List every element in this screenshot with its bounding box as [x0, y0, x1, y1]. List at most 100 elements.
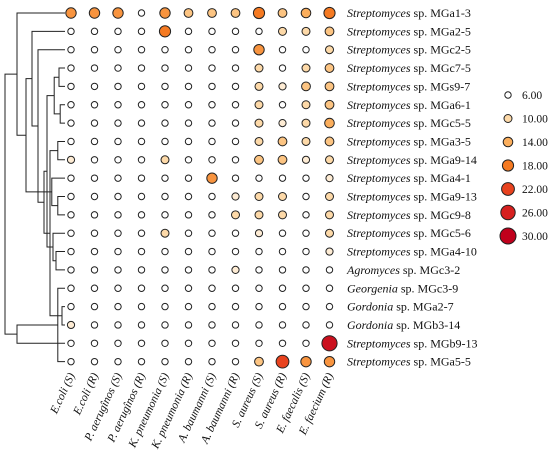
bubble: [161, 302, 169, 311]
bubble: [301, 155, 311, 164]
legend-bubble: [503, 114, 513, 123]
bubble: [183, 8, 194, 18]
bubble: [67, 174, 75, 182]
bubble: [231, 284, 240, 292]
dendrogram-branch: [51, 177, 65, 207]
bubble: [325, 247, 334, 256]
bubble: [324, 63, 335, 73]
legend-label: 26.00: [522, 208, 548, 220]
bubble: [231, 321, 240, 329]
bubble: [302, 229, 310, 237]
bubble: [114, 266, 122, 274]
legend-label: 10.00: [522, 114, 548, 126]
bubble: [231, 265, 240, 274]
bubble: [324, 81, 335, 92]
bubble: [90, 119, 99, 127]
bubble: [66, 320, 76, 330]
bubble: [88, 7, 101, 19]
bubble: [114, 321, 122, 329]
bubble: [137, 82, 146, 91]
dendrogram-branch: [61, 306, 65, 326]
bubble: [90, 82, 99, 91]
bubble: [278, 26, 287, 36]
bubble: [67, 284, 75, 292]
bubble: [208, 247, 216, 256]
bubble: [90, 229, 99, 237]
legend-label: 30.00: [522, 231, 548, 243]
bubble: [254, 81, 264, 91]
bubble: [137, 9, 146, 17]
bubble: [231, 210, 240, 220]
bubble: [278, 192, 287, 201]
bubble: [137, 357, 146, 366]
bubble: [67, 229, 75, 237]
bubble: [208, 82, 216, 91]
dendrogram-branch: [4, 73, 17, 335]
legend-label: 14.00: [522, 137, 548, 149]
bubble: [90, 357, 99, 366]
bubble: [114, 192, 122, 201]
bubble: [90, 192, 99, 201]
bubble: [90, 247, 99, 256]
bubble: [300, 355, 312, 368]
dendrogram-branch: [52, 232, 65, 262]
bubble: [321, 335, 338, 352]
bubble: [208, 27, 216, 36]
bubble: [302, 321, 310, 329]
bubble: [159, 7, 171, 19]
bubble: [67, 64, 75, 72]
bubble: [208, 321, 216, 329]
row-label: Streptomyces sp. MGc2-5: [347, 43, 471, 57]
bubble: [160, 228, 170, 238]
bubble-grid: [65, 6, 338, 369]
bubble: [278, 101, 287, 109]
bubble: [65, 7, 77, 19]
row-label: Agromyces sp. MGc3-2: [346, 263, 460, 277]
bubble: [114, 229, 122, 237]
dendrogram: [4, 12, 65, 363]
bubble: [184, 247, 193, 256]
bubble: [208, 339, 216, 347]
bubble: [231, 64, 240, 72]
bubble: [137, 174, 146, 182]
row-label: Streptomyces sp. MGb9-13: [347, 336, 478, 350]
bubble: [325, 210, 334, 220]
bubble: [324, 117, 335, 129]
bubble: [90, 174, 99, 182]
bubble: [137, 46, 146, 54]
bubble: [161, 321, 169, 329]
row-label: Streptomyces sp. MGa3-5: [347, 134, 471, 148]
bubble: [184, 266, 193, 274]
bubble: [278, 174, 287, 182]
bubble: [277, 154, 288, 165]
bubble: [184, 119, 193, 127]
bubble: [114, 137, 122, 146]
bubble: [301, 118, 311, 128]
bubble: [66, 155, 76, 164]
bubble: [300, 7, 312, 19]
bubble: [277, 136, 288, 147]
bubble: [208, 137, 216, 146]
bubble: [301, 136, 311, 146]
bubble: [67, 357, 75, 366]
bubble: [254, 63, 264, 73]
bubble: [90, 156, 99, 164]
bubble: [137, 247, 146, 256]
bubble: [90, 284, 99, 292]
dendrogram-branch: [59, 104, 65, 124]
bubble: [184, 302, 193, 311]
bubble: [325, 155, 334, 165]
row-label: Streptomyces sp. MGa5-5: [347, 355, 471, 369]
bubble: [325, 45, 334, 55]
row-label: Gordonia sp. MGb3-14: [347, 318, 460, 332]
bubble: [324, 99, 335, 110]
bubble: [231, 302, 240, 311]
row-label: Streptomyces sp. MGa2-5: [347, 24, 471, 38]
bubble: [114, 247, 122, 256]
legend-label: 22.00: [522, 184, 548, 196]
bubble: [161, 192, 169, 201]
bubble: [161, 357, 169, 366]
bubble: [254, 100, 264, 110]
bubble: [161, 101, 169, 109]
bubble: [184, 82, 193, 91]
